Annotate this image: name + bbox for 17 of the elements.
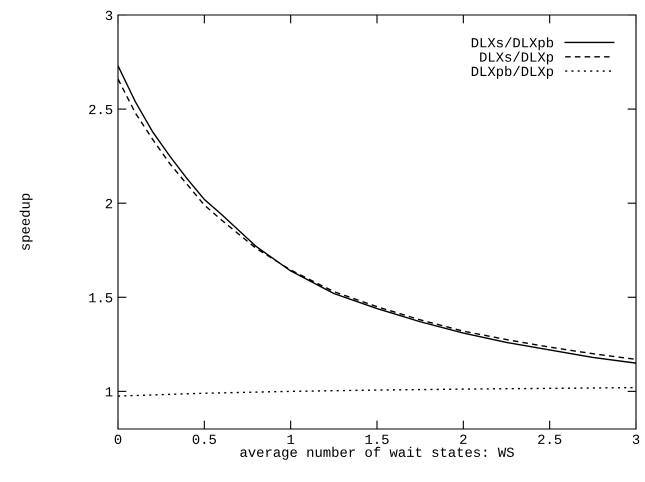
legend-label: DLXpb/DLXp: [472, 66, 554, 79]
x-tick-label: 3: [632, 434, 640, 444]
y-axis-title: speedup: [20, 194, 33, 250]
y-tick-label: 1.5: [89, 293, 112, 302]
legend-label: DLXs/DLXpb: [472, 37, 554, 50]
y-tick-label: 2.5: [89, 104, 112, 114]
x-tick-label: 1.5: [366, 434, 389, 444]
x-tick-label: 2: [460, 434, 467, 444]
x-tick-label: 0: [114, 434, 122, 444]
y-tick-label: 3: [106, 10, 112, 20]
x-axis-title: average number of wait states: WS: [240, 446, 514, 460]
legend-label: DLXs/DLXp: [480, 52, 554, 65]
y-tick-label: 1: [106, 387, 112, 396]
x-tick-label: 2.5: [538, 434, 562, 444]
x-tick-label: 1: [288, 434, 294, 444]
y-tick-label: 2: [106, 198, 112, 208]
x-tick-label: 0.5: [192, 434, 216, 444]
